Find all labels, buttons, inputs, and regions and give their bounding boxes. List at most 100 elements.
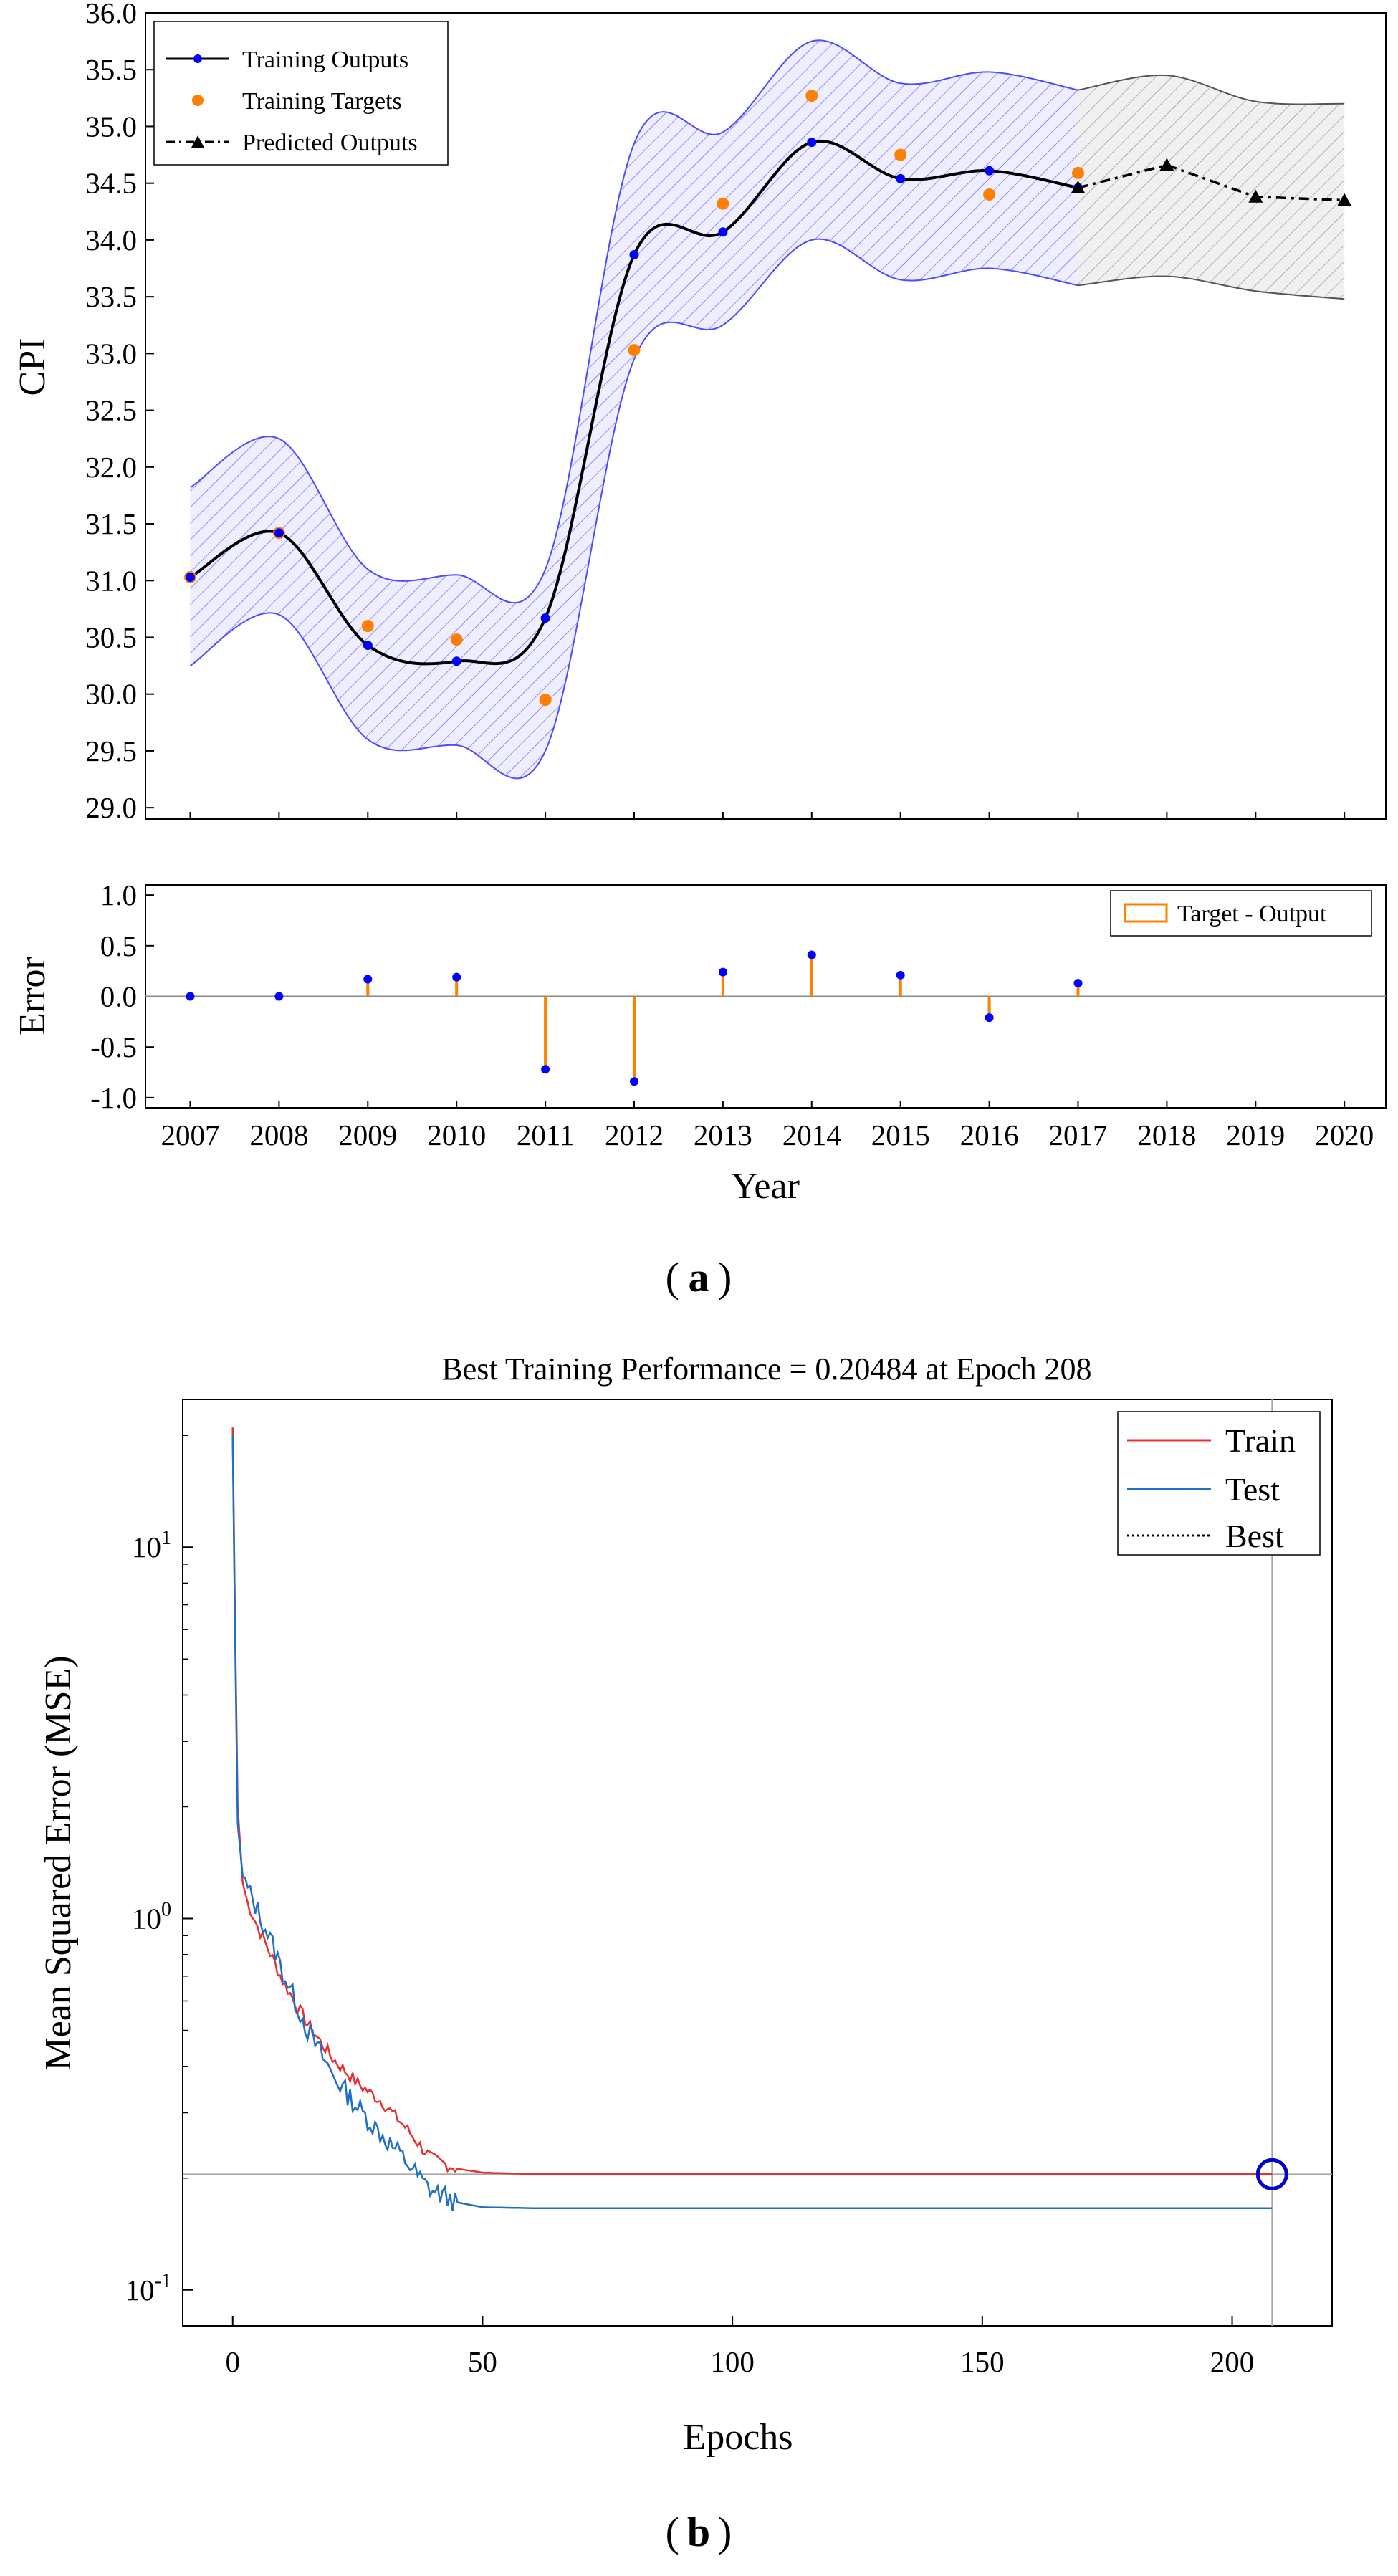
year-x-tick-label: 2019 <box>1226 1119 1285 1151</box>
year-x-tick-label: 2008 <box>249 1119 308 1151</box>
training-output-point <box>807 138 817 148</box>
legend-predicted-outputs-marker <box>191 135 204 148</box>
band-prediction-lower <box>1078 275 1345 300</box>
train-curve <box>231 1427 1273 2175</box>
error-y-axis-label: Error <box>12 957 53 1035</box>
mse-y-tick-label: 101 <box>132 1527 171 1564</box>
legend-train-label: Train <box>1225 1422 1296 1459</box>
training-target-point <box>361 620 374 633</box>
predicted-output-point <box>1159 158 1174 171</box>
training-output-point <box>896 173 906 183</box>
mse-y-tick-label: 100 <box>132 1899 171 1935</box>
band-training-hatch <box>190 40 1078 779</box>
panel-label-a-close: ) <box>718 1254 732 1301</box>
error-stem-tip <box>186 992 195 1001</box>
legend-training-outputs-label: Training Outputs <box>242 47 408 73</box>
year-x-tick-label: 2016 <box>960 1119 1019 1151</box>
training-output-point <box>985 166 995 176</box>
epochs-x-tick-label: 150 <box>960 2345 1005 2378</box>
cpi-y-axis-label: CPI <box>12 338 53 396</box>
cpi-y-tick-label: 30.0 <box>85 678 137 711</box>
training-output-point <box>540 613 550 623</box>
mse-y-axis-label: Mean Squared Error (MSE) <box>38 1655 79 2070</box>
legend-train: Train <box>1127 1422 1296 1459</box>
predicted-output-point <box>1337 193 1352 206</box>
legend-best: Best <box>1127 1518 1284 1554</box>
error-legend-label: Target - Output <box>1177 901 1327 927</box>
cpi-y-tick-label: 29.5 <box>85 734 137 767</box>
panel-label-a-open: ( <box>666 1254 679 1301</box>
panel-label-b-close: ) <box>718 2509 732 2555</box>
mse-plot-frame <box>182 1399 1333 2327</box>
training-target-point <box>1072 166 1084 179</box>
year-x-tick-label: 2010 <box>427 1119 486 1151</box>
error-stem-tip <box>363 975 373 984</box>
cpi-legend: Training Outputs Training Targets Predic… <box>153 21 449 166</box>
error-chart: -1.0-0.50.00.51.0 2007 2008 2009 2010 2011 20… <box>12 878 1387 1207</box>
legend-test-label: Test <box>1225 1471 1280 1508</box>
mse-legend-box <box>1117 1411 1321 1556</box>
error-stem-tip <box>718 967 727 977</box>
cpi-legend-box <box>153 21 449 166</box>
error-y-tick-label: 1.0 <box>100 878 137 911</box>
legend-test: Test <box>1127 1471 1280 1508</box>
best-epoch-marker <box>1255 2158 1288 2190</box>
mse-legend: Train Test Best <box>1117 1411 1321 1556</box>
mse-axes: 0 50 100 150 200 101 100 10-1 <box>125 1435 1254 2378</box>
error-stem-tip <box>452 972 461 982</box>
error-stem-tip <box>896 970 905 980</box>
year-x-axis-label: Year <box>731 1166 800 1207</box>
legend-best-label: Best <box>1225 1518 1284 1554</box>
year-x-tick-label: 2011 <box>517 1119 574 1151</box>
epochs-x-tick-label: 100 <box>710 2345 755 2378</box>
error-y-tick-label: 0.0 <box>100 980 137 1013</box>
mse-chart-title: Best Training Performance = 0.20484 at E… <box>441 1351 1091 1387</box>
cpi-y-tick-label: 32.0 <box>85 451 137 484</box>
error-legend-swatch <box>1124 903 1168 923</box>
legend-training-targets-marker <box>192 95 204 106</box>
panel-label-b-open: ( <box>666 2509 679 2555</box>
band-prediction-upper <box>1078 74 1345 105</box>
legend-training-outputs: Training Outputs <box>166 47 408 73</box>
cpi-plot-frame <box>145 12 1387 820</box>
panel-label-a: ( a ) <box>666 1254 732 1301</box>
year-x-tick-label: 2018 <box>1137 1119 1196 1151</box>
year-x-tick-label: 2007 <box>161 1119 220 1151</box>
error-y-tick-label: 0.5 <box>100 929 137 962</box>
error-y-tick-label: -1.0 <box>90 1081 137 1114</box>
test-curve <box>231 1435 1273 2211</box>
cpi-y-tick-label: 34.0 <box>85 224 137 257</box>
epochs-x-tick-label: 50 <box>468 2345 497 2378</box>
training-target-point <box>983 188 996 201</box>
error-stem-tip <box>630 1077 638 1086</box>
training-target-point <box>894 148 907 161</box>
cpi-y-tick-label: 32.5 <box>85 394 137 427</box>
year-x-ticks: 2007 2008 2009 2010 2011 2012 2013 2014 2015 2016… <box>161 1101 1374 1151</box>
legend-predicted-outputs-label: Predicted Outputs <box>242 130 418 156</box>
training-output-point <box>451 656 461 666</box>
cpi-y-tick-label: 29.0 <box>85 791 137 824</box>
year-x-tick-label: 2020 <box>1315 1119 1374 1151</box>
year-x-tick-label: 2013 <box>694 1119 752 1151</box>
cpi-y-tick-label: 35.0 <box>85 110 137 143</box>
cpi-y-tick-label: 36.0 <box>85 0 137 29</box>
training-target-point <box>805 90 818 102</box>
cpi-y-tick-label: 31.5 <box>85 507 137 540</box>
year-x-tick-label: 2015 <box>871 1119 930 1151</box>
training-output-point <box>274 528 284 538</box>
training-output-point <box>186 573 195 582</box>
band-training-lower <box>189 238 1078 780</box>
error-stems <box>186 950 1083 1086</box>
legend-training-targets: Training Targets <box>192 88 402 115</box>
error-stem-tip <box>807 950 816 959</box>
year-x-tick-label: 2017 <box>1049 1119 1108 1151</box>
predicted-output-point <box>1248 189 1263 203</box>
legend-training-targets-label: Training Targets <box>242 88 402 115</box>
panel-label-b: ( b ) <box>666 2509 732 2555</box>
training-target-point <box>628 344 641 357</box>
year-x-tick-label: 2012 <box>605 1119 664 1151</box>
panel-label-b-text: b <box>687 2509 710 2555</box>
error-legend-box <box>1110 890 1372 937</box>
cpi-y-tick-label: 33.0 <box>85 337 137 370</box>
